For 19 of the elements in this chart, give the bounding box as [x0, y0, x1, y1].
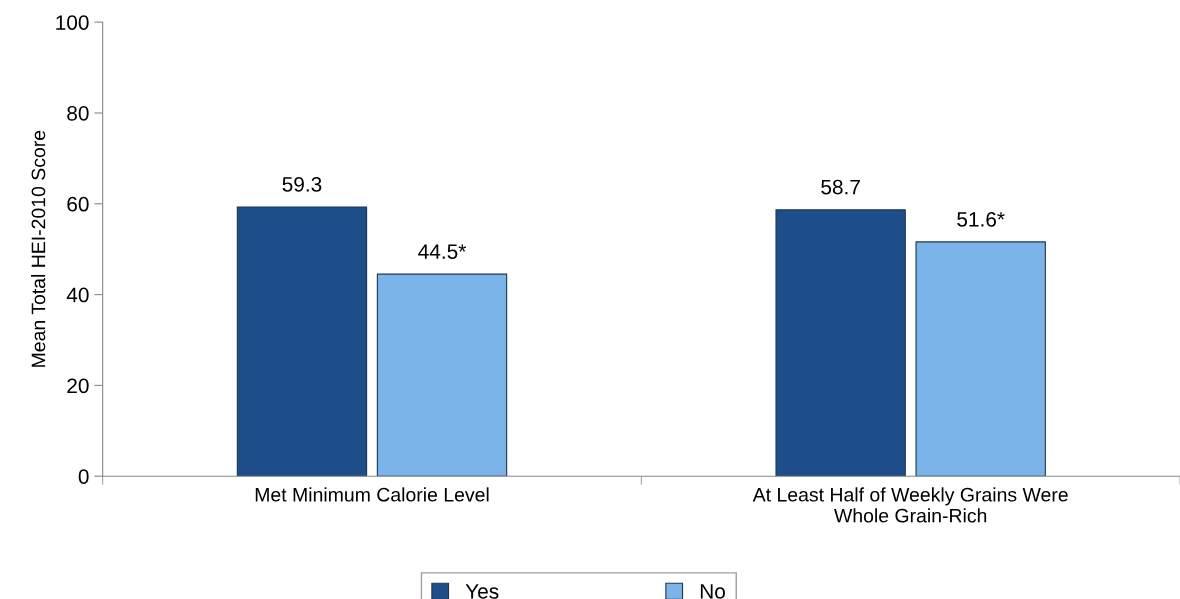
y-tick-label: 0	[78, 469, 89, 484]
bar	[915, 241, 1046, 477]
data-label: 51.6*	[957, 211, 1005, 227]
bar	[236, 206, 368, 477]
bar	[376, 273, 508, 477]
y-tick-label: 100	[56, 15, 89, 30]
x-tick-label: At Least Half of Weekly Grains Were Whole Grain-Rich	[752, 487, 1068, 523]
legend-label: No	[700, 584, 725, 599]
data-label: 44.5*	[418, 244, 467, 259]
bar	[775, 209, 906, 477]
y-axis-title: Mean Total HEI-2010 Score	[31, 130, 46, 367]
data-label: 59.3	[282, 176, 322, 192]
y-tick-label: 40	[66, 287, 89, 303]
data-label: 58.7	[821, 179, 860, 195]
y-tick-label: 20	[67, 378, 89, 394]
legend-label: Yes	[465, 584, 499, 599]
y-tick-label: 80	[67, 105, 89, 121]
x-tick-label: Met Minimum Calorie Level	[255, 487, 489, 502]
y-tick-label: 60	[67, 196, 89, 212]
